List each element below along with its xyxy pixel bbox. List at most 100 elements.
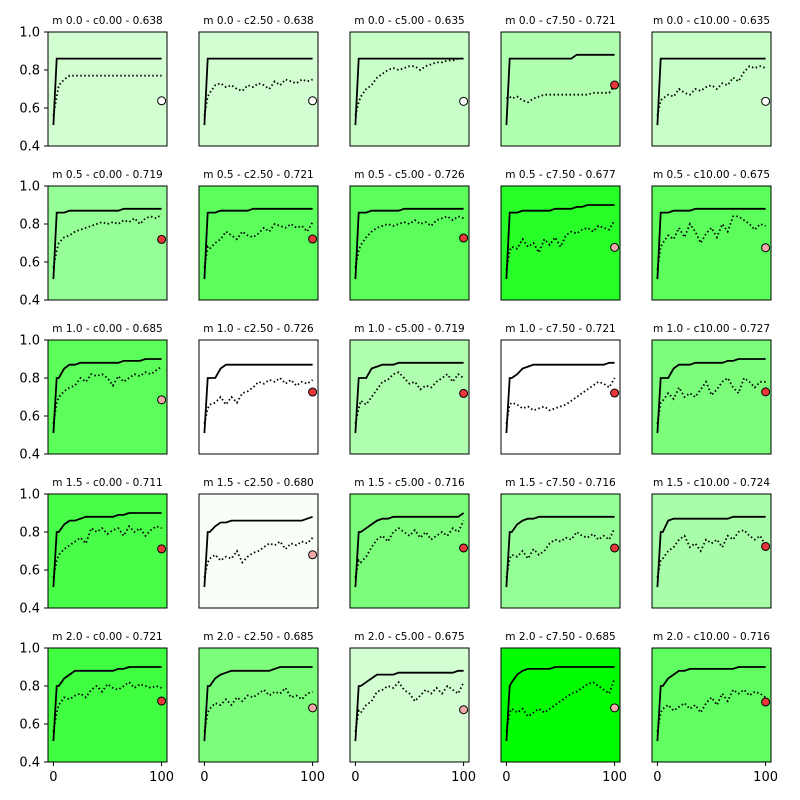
subplot-frame <box>198 185 319 301</box>
x-tick-label: 100 <box>300 770 325 785</box>
marker-point <box>459 543 469 553</box>
subplot-frame <box>500 493 621 609</box>
y-tick-label: 0.4 <box>19 448 40 463</box>
subplot-background <box>350 648 469 762</box>
subplot-3: m 0.0 - c5.00 - 0.635 <box>349 15 470 147</box>
subplot-title: m 1.0 - c5.00 - 0.719 <box>354 323 464 335</box>
x-tick-label: 0 <box>200 770 208 785</box>
y-tick-label: 0.4 <box>19 294 40 309</box>
series-line-solid <box>52 57 162 126</box>
series-line-dotted <box>354 215 464 268</box>
x-tick-label: 100 <box>451 770 476 785</box>
subplot-4: m 0.0 - c7.50 - 0.721 <box>500 15 621 147</box>
series-line-solid <box>52 666 162 742</box>
series-line-dotted <box>354 371 465 424</box>
marker-point <box>610 703 620 713</box>
subplot-frame <box>500 339 621 455</box>
series-line-solid <box>505 515 615 588</box>
subplot-title: m 0.5 - c2.50 - 0.721 <box>203 169 313 181</box>
subplot-title: m 0.5 - c7.50 - 0.677 <box>505 169 615 181</box>
marker-point <box>459 233 469 243</box>
subplot-background <box>48 32 167 146</box>
marker-point <box>308 96 318 106</box>
marker-point <box>459 705 469 715</box>
marker-point <box>610 80 620 90</box>
subplot-frame <box>47 31 168 147</box>
subplot-12: m 1.0 - c2.50 - 0.726 <box>198 323 319 455</box>
series-line-dotted <box>505 527 616 578</box>
subplot-frame <box>349 493 470 609</box>
subplot-19: m 1.5 - c7.50 - 0.716 <box>500 477 621 609</box>
subplot-background <box>48 648 167 762</box>
x-tick-label: 100 <box>149 770 174 785</box>
subplot-background <box>350 186 469 300</box>
series-line-dotted <box>656 529 767 578</box>
subplot-background <box>652 186 771 300</box>
x-tick-label: 0 <box>49 770 57 785</box>
subplot-10: m 0.5 - c10.00 - 0.675 <box>651 169 772 301</box>
subplot-8: m 0.5 - c5.00 - 0.726 <box>349 169 470 301</box>
series-line-solid <box>656 207 766 280</box>
subplot-background <box>652 494 771 608</box>
subplot-title: m 2.0 - c5.00 - 0.675 <box>354 631 464 643</box>
y-tick-label: 0.8 <box>19 218 40 233</box>
x-tick-label: 0 <box>351 770 359 785</box>
marker-point <box>157 696 167 706</box>
marker-point <box>459 96 469 106</box>
series-line-solid <box>505 53 615 126</box>
subplot-title: m 1.5 - c7.50 - 0.716 <box>505 477 616 489</box>
marker-point <box>157 96 167 106</box>
series-line-solid <box>656 57 766 126</box>
series-line-dotted <box>656 376 766 424</box>
subplot-2: m 0.0 - c2.50 - 0.638 <box>198 15 319 147</box>
series-line-dotted <box>354 57 464 116</box>
marker-point <box>157 544 167 554</box>
series-line-solid <box>656 358 766 434</box>
subplot-background <box>652 340 771 454</box>
series-line-solid <box>203 515 313 588</box>
x-tick-label: 0 <box>653 770 661 785</box>
y-tick-label: 0.4 <box>19 140 40 155</box>
series-line-solid <box>354 207 464 280</box>
y-tick-label: 0.6 <box>19 718 40 733</box>
series-line-dotted <box>52 681 162 732</box>
subplot-background <box>48 340 167 454</box>
subplot-background <box>501 186 620 300</box>
subplot-15: m 1.0 - c10.00 - 0.727 <box>651 323 772 455</box>
subplot-title: m 0.0 - c2.50 - 0.638 <box>203 15 313 27</box>
marker-point <box>308 387 318 397</box>
y-tick-label: 1.0 <box>19 26 40 41</box>
subplot-frame <box>47 339 168 455</box>
subplot-title: m 0.0 - c7.50 - 0.721 <box>505 15 615 27</box>
subplot-title: m 0.5 - c5.00 - 0.726 <box>354 169 465 181</box>
subplot-background <box>48 186 167 300</box>
y-tick-label: 0.6 <box>19 256 40 271</box>
subplot-9: m 0.5 - c7.50 - 0.677 <box>500 169 621 301</box>
y-tick-label: 1.0 <box>19 334 40 349</box>
series-line-dotted <box>354 520 465 578</box>
subplot-title: m 1.0 - c0.00 - 0.685 <box>52 323 162 335</box>
y-tick-label: 1.0 <box>19 180 40 195</box>
subplot-18: m 1.5 - c5.00 - 0.716 <box>349 477 470 609</box>
subplot-13: m 1.0 - c5.00 - 0.719 <box>349 323 470 455</box>
series-line-dotted <box>354 680 465 732</box>
series-line-solid <box>52 358 162 434</box>
series-line-dotted <box>52 213 163 268</box>
y-tick-label: 0.8 <box>19 64 40 79</box>
marker-point <box>610 543 620 553</box>
series-line-solid <box>52 207 162 280</box>
series-line-solid <box>505 361 615 434</box>
series-line-dotted <box>656 65 766 116</box>
subplot-title: m 0.5 - c0.00 - 0.719 <box>52 169 162 181</box>
y-tick-label: 0.8 <box>19 372 40 387</box>
subplot-frame <box>500 31 621 147</box>
series-line-dotted <box>52 365 163 424</box>
series-line-dotted <box>656 215 766 270</box>
subplot-title: m 2.0 - c7.50 - 0.685 <box>505 631 615 643</box>
marker-point <box>308 550 318 560</box>
subplot-title: m 1.5 - c2.50 - 0.680 <box>203 477 313 489</box>
series-line-solid <box>203 207 313 280</box>
subplot-14: m 1.0 - c7.50 - 0.721 <box>500 323 621 455</box>
subplot-frame <box>198 647 319 763</box>
series-line-solid <box>656 666 766 742</box>
